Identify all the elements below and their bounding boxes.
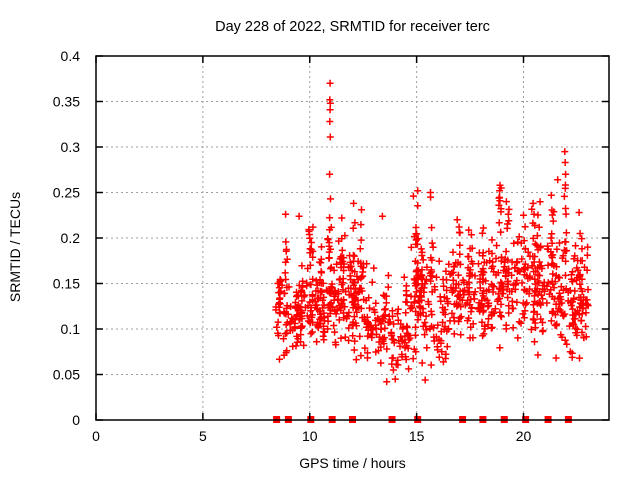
svg-text:0: 0 — [92, 428, 100, 444]
y-axis-label: SRMTID / TECUs — [7, 191, 23, 303]
svg-text:0.05: 0.05 — [53, 367, 80, 383]
svg-text:0.2: 0.2 — [61, 230, 81, 246]
scatter-points — [272, 79, 592, 386]
y-tick-labels: 0 0.05 0.1 0.15 0.2 0.25 0.3 0.35 0.4 — [53, 48, 80, 428]
svg-text:0.4: 0.4 — [61, 48, 81, 64]
chart-title: Day 228 of 2022, SRMTID for receiver ter… — [215, 19, 490, 35]
svg-text:0: 0 — [72, 412, 80, 428]
x-tick-labels: 0 5 10 15 20 — [92, 428, 531, 444]
x-axis-label: GPS time / hours — [299, 455, 406, 471]
svg-text:0.3: 0.3 — [61, 139, 81, 155]
svg-text:5: 5 — [199, 428, 207, 444]
svg-text:0.35: 0.35 — [53, 94, 80, 110]
svg-text:20: 20 — [516, 428, 532, 444]
tick-marks — [95, 55, 609, 421]
svg-text:0.1: 0.1 — [61, 321, 81, 337]
svg-text:0.15: 0.15 — [53, 276, 80, 292]
svg-text:10: 10 — [302, 428, 318, 444]
svg-text:15: 15 — [409, 428, 425, 444]
svg-text:0.25: 0.25 — [53, 185, 80, 201]
